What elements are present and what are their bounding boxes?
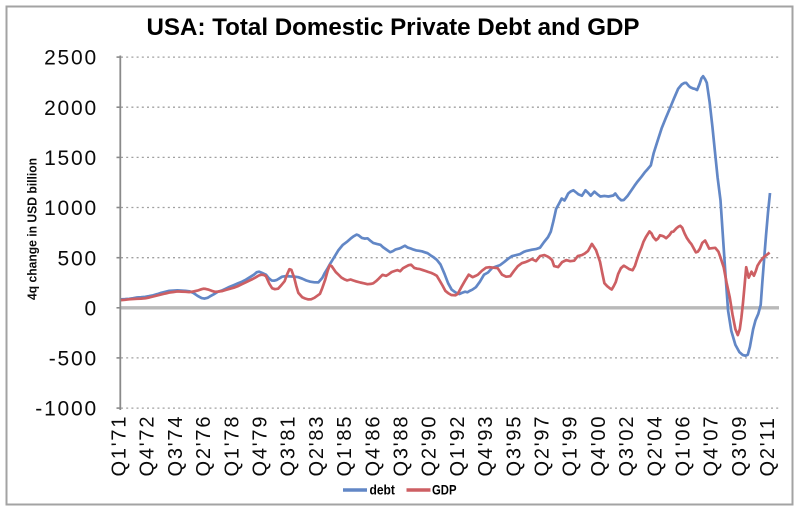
- svg-text:Q3'74: Q3'74: [165, 415, 187, 477]
- svg-text:2000: 2000: [44, 97, 98, 120]
- svg-text:Q3'09: Q3'09: [729, 415, 751, 477]
- svg-text:Q3'81: Q3'81: [278, 415, 300, 477]
- svg-text:-500: -500: [49, 348, 98, 371]
- svg-text:Q2'76: Q2'76: [193, 415, 215, 477]
- svg-text:0: 0: [85, 297, 98, 320]
- svg-text:Q2'04: Q2'04: [644, 415, 666, 477]
- svg-text:2500: 2500: [44, 47, 98, 70]
- svg-text:Q1'85: Q1'85: [334, 415, 356, 477]
- svg-text:Q1'78: Q1'78: [221, 415, 243, 477]
- svg-text:Q2'90: Q2'90: [419, 415, 441, 477]
- svg-text:Q2'11: Q2'11: [757, 416, 779, 476]
- svg-text:Q3'95: Q3'95: [503, 415, 525, 477]
- svg-text:500: 500: [58, 247, 98, 270]
- svg-text:-1000: -1000: [35, 398, 98, 421]
- svg-text:4q change in USD billion: 4q change in USD billion: [25, 158, 40, 300]
- svg-text:GDP: GDP: [432, 482, 457, 498]
- svg-text:Q4'72: Q4'72: [137, 415, 159, 477]
- svg-text:Q4'79: Q4'79: [250, 415, 272, 477]
- svg-text:Q4'86: Q4'86: [362, 415, 384, 477]
- svg-text:Q3'02: Q3'02: [616, 415, 638, 477]
- svg-text:Q2'97: Q2'97: [532, 415, 554, 477]
- svg-text:Q1'99: Q1'99: [560, 415, 582, 477]
- svg-text:Q2'83: Q2'83: [306, 415, 328, 477]
- svg-text:Q4'00: Q4'00: [588, 415, 610, 477]
- svg-text:Q4'93: Q4'93: [475, 415, 497, 477]
- svg-text:1500: 1500: [44, 147, 98, 170]
- svg-text:USA: Total Domestic Private De: USA: Total Domestic Private Debt and GDP: [147, 14, 640, 41]
- svg-text:debt: debt: [370, 482, 396, 498]
- svg-text:Q1'06: Q1'06: [673, 415, 695, 477]
- svg-text:1000: 1000: [44, 197, 98, 220]
- svg-text:Q1'92: Q1'92: [447, 415, 469, 477]
- svg-text:Q3'88: Q3'88: [391, 415, 413, 477]
- svg-text:Q4'07: Q4'07: [701, 415, 723, 477]
- svg-text:Q1'71: Q1'71: [109, 415, 131, 477]
